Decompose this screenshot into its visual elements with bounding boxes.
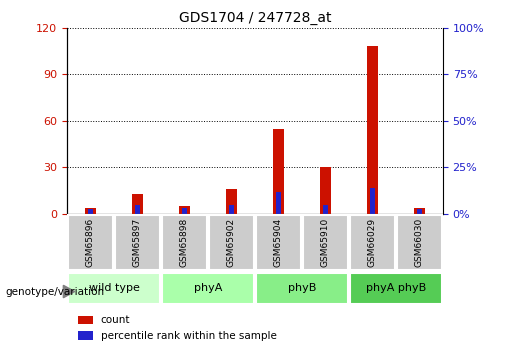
Bar — [229, 205, 234, 214]
Text: phyB: phyB — [288, 283, 316, 293]
FancyBboxPatch shape — [162, 273, 254, 304]
Text: GSM65910: GSM65910 — [321, 218, 330, 267]
Text: genotype/variation: genotype/variation — [5, 287, 104, 296]
Text: percentile rank within the sample: percentile rank within the sample — [101, 331, 277, 341]
Title: GDS1704 / 247728_at: GDS1704 / 247728_at — [179, 11, 331, 25]
Text: GSM65896: GSM65896 — [86, 218, 95, 267]
Bar — [417, 209, 422, 214]
Bar — [226, 189, 237, 214]
FancyBboxPatch shape — [303, 215, 348, 270]
FancyBboxPatch shape — [255, 273, 348, 304]
Text: GSM66030: GSM66030 — [415, 218, 424, 267]
Text: wild type: wild type — [89, 283, 140, 293]
Bar — [370, 188, 375, 214]
Bar — [323, 205, 328, 214]
FancyBboxPatch shape — [397, 215, 442, 270]
Bar — [367, 46, 379, 214]
Text: GSM65902: GSM65902 — [227, 218, 236, 267]
Bar — [272, 128, 284, 214]
Bar — [84, 208, 96, 214]
Text: GSM65897: GSM65897 — [133, 218, 142, 267]
Text: GSM66029: GSM66029 — [368, 218, 377, 267]
Text: phyA: phyA — [194, 283, 222, 293]
Text: count: count — [101, 315, 130, 325]
Bar — [78, 331, 93, 340]
FancyBboxPatch shape — [115, 215, 160, 270]
Bar — [78, 316, 93, 324]
Bar — [319, 167, 331, 214]
Polygon shape — [63, 285, 75, 298]
Text: GSM65898: GSM65898 — [180, 218, 189, 267]
FancyBboxPatch shape — [255, 215, 301, 270]
FancyBboxPatch shape — [67, 273, 160, 304]
Bar — [276, 192, 281, 214]
Bar — [179, 206, 191, 214]
FancyBboxPatch shape — [350, 215, 395, 270]
FancyBboxPatch shape — [67, 215, 113, 270]
Bar — [88, 209, 93, 214]
Bar — [182, 208, 187, 214]
Bar — [135, 205, 140, 214]
Text: GSM65904: GSM65904 — [274, 218, 283, 267]
Bar — [414, 208, 425, 214]
Text: phyA phyB: phyA phyB — [366, 283, 426, 293]
Bar — [131, 194, 143, 214]
FancyBboxPatch shape — [209, 215, 254, 270]
FancyBboxPatch shape — [350, 273, 442, 304]
FancyBboxPatch shape — [162, 215, 207, 270]
